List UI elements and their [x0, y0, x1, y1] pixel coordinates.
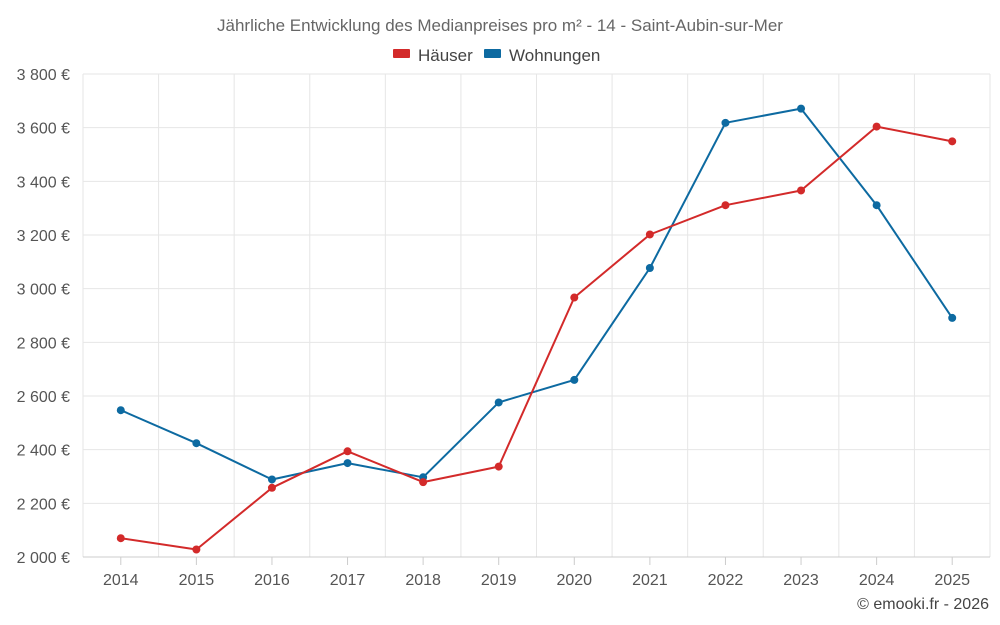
x-tick-label: 2022: [708, 572, 744, 589]
data-point-wohnungen[interactable]: [570, 375, 579, 384]
x-tick-label: 2020: [556, 572, 592, 589]
axes: 2 000 € 2 200 € 2 400 € 2 600 € 2 800 € 3 000…: [17, 67, 990, 589]
y-tick-label: 3 000 €: [17, 282, 70, 299]
y-tick-label: 3 600 €: [17, 121, 70, 138]
series-group: [116, 104, 957, 554]
y-tick-label: 2 600 €: [17, 389, 70, 406]
data-point-wohnungen[interactable]: [872, 201, 881, 210]
data-point-wohnungen[interactable]: [343, 459, 352, 468]
legend-swatch-wohnungen: [484, 49, 501, 58]
x-tick-label: 2025: [934, 572, 970, 589]
data-point-wohnungen[interactable]: [645, 264, 654, 273]
data-point-wohnungen[interactable]: [797, 104, 806, 113]
x-tick-label: 2015: [179, 572, 215, 589]
data-point-haeuser[interactable]: [645, 230, 654, 239]
y-tick-label: 2 800 €: [17, 335, 70, 352]
credit-text: © emooki.fr - 2026: [857, 596, 989, 613]
x-tick-label: 2024: [859, 572, 895, 589]
legend-label-haeuser: Häuser: [418, 46, 473, 65]
legend-swatch-haeuser: [393, 49, 410, 58]
data-point-haeuser[interactable]: [267, 483, 276, 492]
data-point-haeuser[interactable]: [570, 293, 579, 302]
data-point-haeuser[interactable]: [872, 122, 881, 131]
y-tick-label: 3 400 €: [17, 174, 70, 191]
y-tick-label: 2 400 €: [17, 443, 70, 460]
data-point-haeuser[interactable]: [419, 478, 428, 487]
y-tick-label: 2 200 €: [17, 496, 70, 513]
data-point-wohnungen[interactable]: [948, 313, 957, 322]
legend-label-wohnungen: Wohnungen: [509, 46, 600, 65]
data-point-haeuser[interactable]: [948, 137, 957, 146]
x-tick-label: 2016: [254, 572, 290, 589]
series-line-wohnungen: [120, 107, 954, 481]
data-point-haeuser[interactable]: [494, 462, 503, 471]
data-point-wohnungen[interactable]: [116, 406, 125, 415]
y-tick-label: 2 000 €: [17, 550, 70, 567]
data-point-haeuser[interactable]: [192, 545, 201, 554]
series-line-haeuser: [120, 125, 953, 551]
x-tick-label: 2018: [405, 572, 441, 589]
x-tick-label: 2014: [103, 572, 139, 589]
data-point-wohnungen[interactable]: [494, 398, 503, 407]
x-tick-label: 2019: [481, 572, 517, 589]
x-tick-label: 2017: [330, 572, 366, 589]
data-point-haeuser[interactable]: [797, 186, 806, 195]
data-point-haeuser[interactable]: [721, 201, 730, 210]
x-tick-label: 2023: [783, 572, 819, 589]
data-point-haeuser[interactable]: [343, 447, 352, 456]
y-tick-label: 3 800 €: [17, 67, 70, 84]
data-point-wohnungen[interactable]: [721, 118, 730, 127]
legend: Häuser Wohnungen: [393, 46, 600, 65]
grid: [82, 73, 991, 557]
data-point-wohnungen[interactable]: [192, 439, 201, 448]
x-tick-label: 2021: [632, 572, 668, 589]
chart-title: Jährliche Entwicklung des Medianpreises …: [217, 16, 783, 35]
y-tick-label: 3 200 €: [17, 228, 70, 245]
data-point-haeuser[interactable]: [116, 534, 125, 543]
data-point-wohnungen[interactable]: [267, 475, 276, 484]
